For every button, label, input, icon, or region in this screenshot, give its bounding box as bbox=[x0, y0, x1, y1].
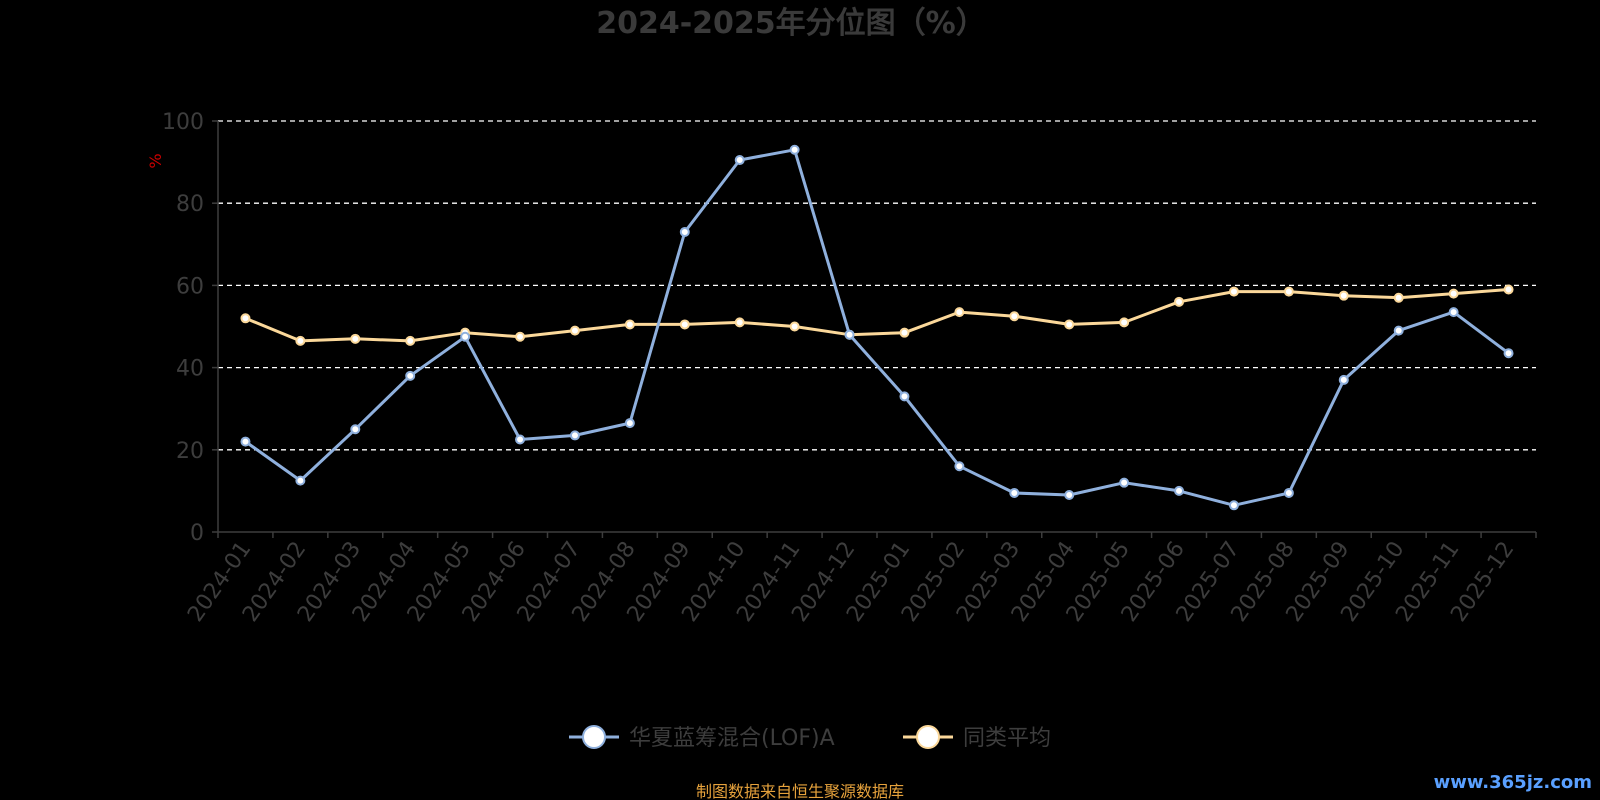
data-point bbox=[1393, 292, 1404, 303]
data-point bbox=[624, 319, 635, 330]
data-point bbox=[1338, 290, 1349, 301]
series-2 bbox=[240, 284, 1514, 346]
data-point bbox=[1448, 288, 1459, 299]
y-tick-label: 40 bbox=[176, 357, 204, 382]
data-point bbox=[1448, 307, 1459, 318]
x-axis-ticks: 2024-012024-022024-032024-042024-052024-… bbox=[183, 532, 1537, 627]
data-point bbox=[734, 317, 745, 328]
data-point bbox=[405, 370, 416, 381]
data-point bbox=[460, 331, 471, 342]
data-point bbox=[1119, 477, 1130, 488]
series-lines bbox=[240, 144, 1514, 511]
data-point bbox=[350, 424, 361, 435]
data-point bbox=[1174, 485, 1185, 496]
y-axis-ticks: 0 20 40 60 80 100 bbox=[162, 110, 218, 546]
data-point bbox=[1393, 325, 1404, 336]
source-note: 制图数据来自恒生聚源数据库 bbox=[695, 782, 904, 800]
chart-title: 2024-2025年分位图（%） bbox=[596, 6, 986, 41]
y-tick-label: 0 bbox=[190, 521, 204, 546]
data-point bbox=[569, 325, 580, 336]
data-point bbox=[1009, 311, 1020, 322]
data-point bbox=[624, 418, 635, 429]
data-point bbox=[295, 335, 306, 346]
data-point bbox=[1064, 490, 1075, 501]
data-point bbox=[1283, 286, 1294, 297]
data-point bbox=[1174, 296, 1185, 307]
data-point bbox=[1228, 500, 1239, 511]
series-1 bbox=[240, 144, 1514, 511]
y-tick-label: 100 bbox=[162, 110, 204, 135]
legend: 华夏蓝筹混合(LOF)A 同类平均 bbox=[569, 725, 1051, 751]
axes bbox=[217, 121, 1536, 533]
y-tick-label: 80 bbox=[176, 192, 204, 217]
data-point bbox=[789, 144, 800, 155]
data-point bbox=[899, 327, 910, 338]
legend-marker-icon bbox=[582, 725, 606, 749]
legend-marker-icon bbox=[916, 725, 940, 749]
grid-lines bbox=[218, 120, 1536, 451]
data-point bbox=[1283, 487, 1294, 498]
data-point bbox=[515, 331, 526, 342]
data-point bbox=[734, 155, 745, 166]
data-point bbox=[405, 335, 416, 346]
y-tick-label: 20 bbox=[176, 439, 204, 464]
series-line bbox=[244, 288, 1509, 343]
data-point bbox=[1064, 319, 1075, 330]
data-point bbox=[844, 329, 855, 340]
data-point bbox=[240, 313, 251, 324]
data-point bbox=[954, 307, 965, 318]
data-point bbox=[789, 321, 800, 332]
data-point bbox=[899, 391, 910, 402]
data-point bbox=[295, 475, 306, 486]
data-point bbox=[679, 226, 690, 237]
data-point bbox=[954, 461, 965, 472]
data-point bbox=[1119, 317, 1130, 328]
data-point bbox=[1503, 284, 1514, 295]
legend-label: 华夏蓝筹混合(LOF)A bbox=[629, 726, 835, 751]
y-axis-unit-label: % bbox=[146, 153, 165, 168]
data-point bbox=[1503, 348, 1514, 359]
legend-label: 同类平均 bbox=[963, 726, 1051, 751]
data-point bbox=[1338, 374, 1349, 385]
data-point bbox=[350, 333, 361, 344]
data-point bbox=[679, 319, 690, 330]
legend-item[interactable]: 同类平均 bbox=[903, 725, 1051, 751]
data-point bbox=[515, 434, 526, 445]
series-line bbox=[244, 148, 1510, 507]
data-point bbox=[240, 436, 251, 447]
data-point bbox=[1228, 286, 1239, 297]
y-tick-label: 60 bbox=[176, 274, 204, 299]
data-point bbox=[1009, 487, 1020, 498]
watermark: www.365jz.com bbox=[1433, 772, 1592, 793]
legend-item[interactable]: 华夏蓝筹混合(LOF)A bbox=[569, 725, 835, 751]
data-point bbox=[569, 430, 580, 441]
